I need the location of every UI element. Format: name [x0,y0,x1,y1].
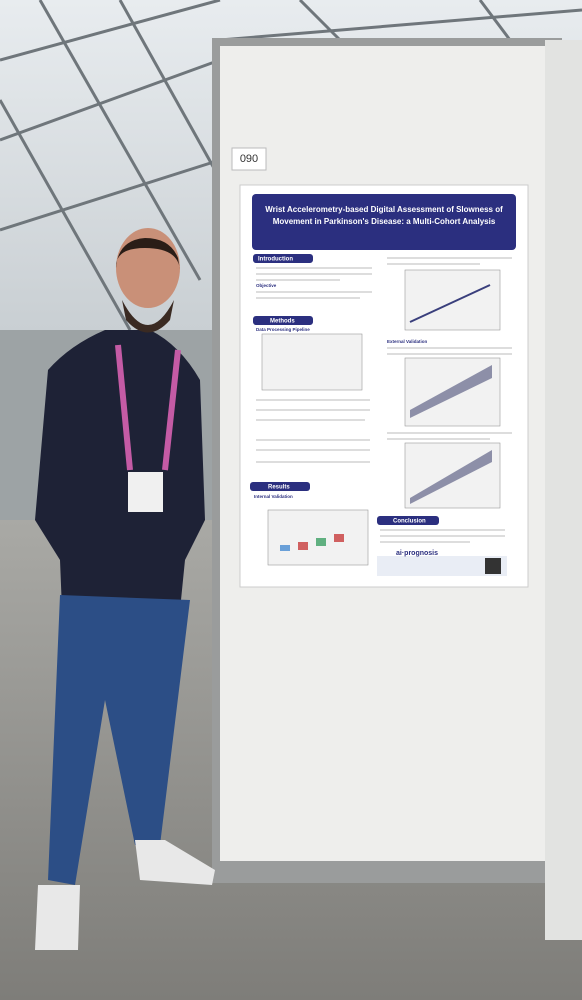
board-number-tag [231,147,267,171]
section-headers [250,254,439,525]
subheading: Internal Validation [254,494,293,499]
logo-bar [377,556,507,576]
boxplots [280,534,344,551]
regression-lines [409,284,492,504]
person [35,228,215,950]
section-header: Conclusion [393,519,426,525]
board-number: 090 [240,153,258,165]
section-header: Introduction [258,257,293,263]
logo: ai·prognosis [396,550,438,557]
next-board [545,40,582,940]
roof-beams [0,0,582,331]
qr-code [485,558,501,574]
subheading: Data Processing Pipeline [256,327,310,332]
poster-title: Wrist Accelerometry-based Digital Assess… [265,205,503,214]
poster-title: Movement in Parkinson's Disease: a Multi… [273,217,496,226]
figure-panels [261,269,501,566]
poster-title-bar [252,194,516,250]
text-lines [256,257,512,543]
subheading: Objective [256,283,277,288]
section-header: Methods [270,319,295,325]
section-header: Results [268,485,290,491]
subheading: External Validation [387,339,428,344]
